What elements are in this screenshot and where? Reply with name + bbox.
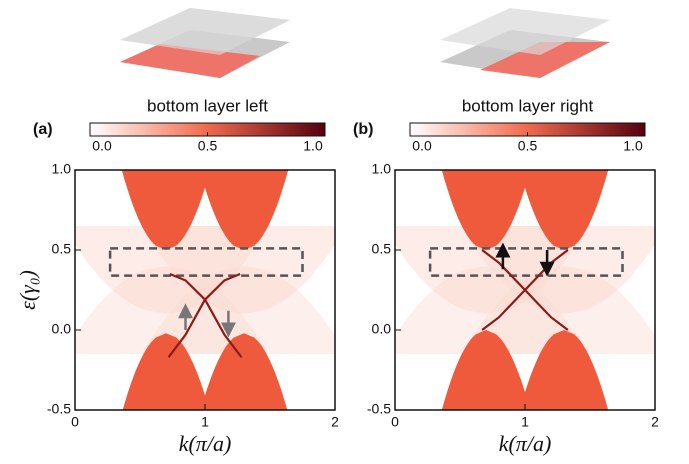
y-axis-label: ε(γ₀)	[15, 270, 40, 310]
x-axis-label: k(π/a)	[499, 431, 552, 456]
y-tick-label: 0.0	[52, 321, 72, 337]
x-tick-label: 2	[331, 414, 339, 430]
figure: -0.5 0.0 0.5 1.0 0 1 2 k(π/a) ε(γ₀) (a) bottom lay…	[0, 0, 689, 464]
y-tick-label: -0.5	[47, 401, 71, 417]
y-tick-label: 0.0	[372, 321, 392, 337]
layer-icon-left	[120, 8, 290, 78]
panel-label: (a)	[33, 121, 53, 138]
layer-icon-right	[440, 8, 610, 78]
x-tick-label: 1	[201, 414, 209, 430]
x-tick-label: 0	[71, 414, 79, 430]
y-tick-label: 0.5	[52, 241, 72, 257]
bulk-bands	[64, 162, 347, 421]
colorbar-tick-label: 1.0	[623, 138, 643, 154]
y-tick-label: 1.0	[372, 161, 392, 177]
panel: -0.5 0.0 0.5 1.0 0 1 2 k(π/a) (b) bottom layer ri…	[353, 96, 666, 456]
y-tick-label: -0.5	[367, 401, 391, 417]
x-axis-label: k(π/a)	[179, 431, 232, 456]
colorbar-tick-label: 0.5	[198, 138, 218, 154]
panel: -0.5 0.0 0.5 1.0 0 1 2 k(π/a) ε(γ₀) (a) bottom lay…	[15, 96, 346, 456]
x-tick-label: 1	[521, 414, 529, 430]
y-tick-label: 1.0	[52, 161, 72, 177]
colorbar-tick-label: 1.0	[303, 138, 323, 154]
colorbar-tick-label: 0.0	[412, 138, 432, 154]
y-tick-label: 0.5	[372, 241, 392, 257]
colorbar-tick-label: 0.5	[518, 138, 538, 154]
panel-label: (b)	[353, 121, 373, 138]
colorbar-tick-label: 0.0	[92, 138, 112, 154]
x-tick-label: 0	[391, 414, 399, 430]
colorbar-label: bottom layer left	[147, 96, 268, 115]
x-tick-label: 2	[651, 414, 659, 430]
colorbar-label: bottom layer right	[462, 96, 594, 115]
